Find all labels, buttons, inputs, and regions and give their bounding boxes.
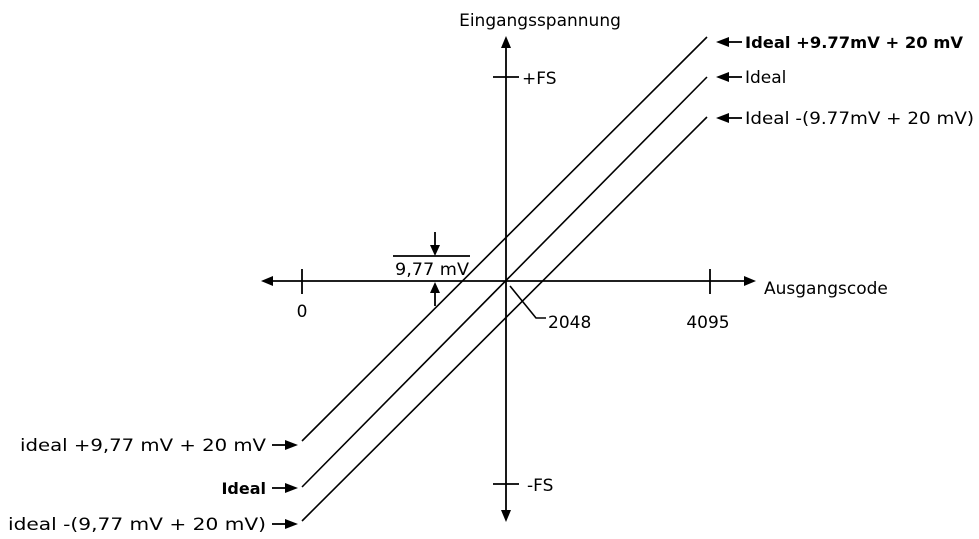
arrow-left-icon bbox=[716, 72, 729, 82]
transfer-line-ideal bbox=[301, 76, 708, 488]
x-axis-arrow-right bbox=[744, 276, 756, 286]
x-tick-label-4095: 4095 bbox=[686, 313, 729, 333]
transfer-line-upper bbox=[301, 36, 708, 442]
y-axis-arrow-down bbox=[501, 510, 511, 522]
y-axis-title: Eingangsspannung bbox=[459, 11, 621, 31]
offset-marker-label: 9,77 mV bbox=[395, 260, 469, 280]
offset-arrow-up-icon bbox=[430, 282, 440, 293]
x-axis-arrow-left bbox=[261, 276, 273, 286]
line-label-upper-right: Ideal +9.77mV + 20 mV bbox=[745, 33, 964, 52]
x-tick-label-0: 0 bbox=[297, 302, 308, 322]
y-axis-arrow-up bbox=[501, 36, 511, 48]
arrow-left-icon bbox=[716, 37, 729, 47]
line-label-ideal-left: Ideal bbox=[221, 479, 266, 498]
arrow-left-icon bbox=[716, 113, 729, 123]
line-label-ideal-right: Ideal bbox=[745, 68, 786, 88]
leader-2048 bbox=[509, 285, 546, 319]
label-plus-fs: +FS bbox=[522, 69, 557, 89]
offset-arrow-down-icon bbox=[430, 245, 440, 256]
line-label-lower-right: Ideal -(9.77mV + 20 mV) bbox=[745, 109, 974, 129]
transfer-line-lower bbox=[301, 116, 708, 522]
arrow-right-icon bbox=[285, 483, 298, 493]
x-tick-label-2048: 2048 bbox=[548, 313, 591, 333]
label-minus-fs: -FS bbox=[527, 476, 553, 496]
arrow-right-icon bbox=[285, 519, 298, 529]
line-label-upper-left: ideal +9,77 mV + 20 mV bbox=[20, 436, 266, 456]
arrow-right-icon bbox=[285, 440, 298, 450]
line-label-lower-left: ideal -(9,77 mV + 20 mV) bbox=[8, 515, 266, 535]
x-axis-title: Ausgangscode bbox=[764, 279, 888, 299]
